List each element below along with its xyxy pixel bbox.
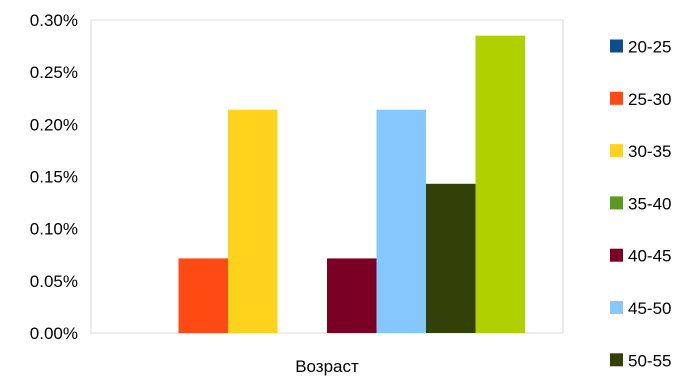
- legend-swatch: [610, 248, 623, 262]
- legend-label: 25-30: [628, 90, 671, 109]
- legend-swatch: [610, 91, 623, 105]
- legend-swatch: [610, 196, 623, 210]
- legend-swatch: [610, 353, 623, 367]
- legend-label: 50-55: [628, 351, 671, 370]
- legend-label: 30-35: [628, 142, 671, 161]
- legend-label: 35-40: [628, 194, 671, 213]
- y-tick-label: 0.15%: [30, 168, 78, 187]
- bar-30-35: [228, 109, 278, 333]
- legend-label: 20-25: [628, 38, 671, 57]
- bar-25-30: [178, 258, 228, 333]
- bar-50-55: [426, 183, 476, 333]
- y-tick-label: 0.30%: [30, 11, 78, 30]
- bar-45-50: [376, 109, 426, 333]
- legend-swatch: [610, 39, 623, 53]
- y-axis-ticks: 0.00% 0.05% 0.10% 0.15% 0.20% 0.25% 0.30%: [30, 11, 78, 343]
- y-tick-label: 0.25%: [30, 63, 78, 82]
- x-category-label: Возраст: [295, 357, 359, 376]
- bars: [178, 35, 525, 334]
- legend-swatch: [610, 301, 623, 314]
- y-tick-label: 0.10%: [30, 220, 78, 239]
- y-tick-label: 0.05%: [30, 272, 78, 291]
- bar-series-8: [475, 35, 525, 334]
- legend-label: 45-50: [628, 299, 671, 318]
- legend-label: 40-45: [628, 247, 671, 266]
- bar-40-45: [327, 258, 377, 333]
- y-tick-label: 0.00%: [30, 324, 78, 343]
- legend-swatch: [610, 144, 623, 158]
- legend: 20-25 25-30 30-35 35-40 40-45 45-50 50-55: [610, 38, 671, 370]
- x-axis-labels: Возраст: [295, 357, 359, 376]
- y-tick-label: 0.20%: [30, 115, 78, 134]
